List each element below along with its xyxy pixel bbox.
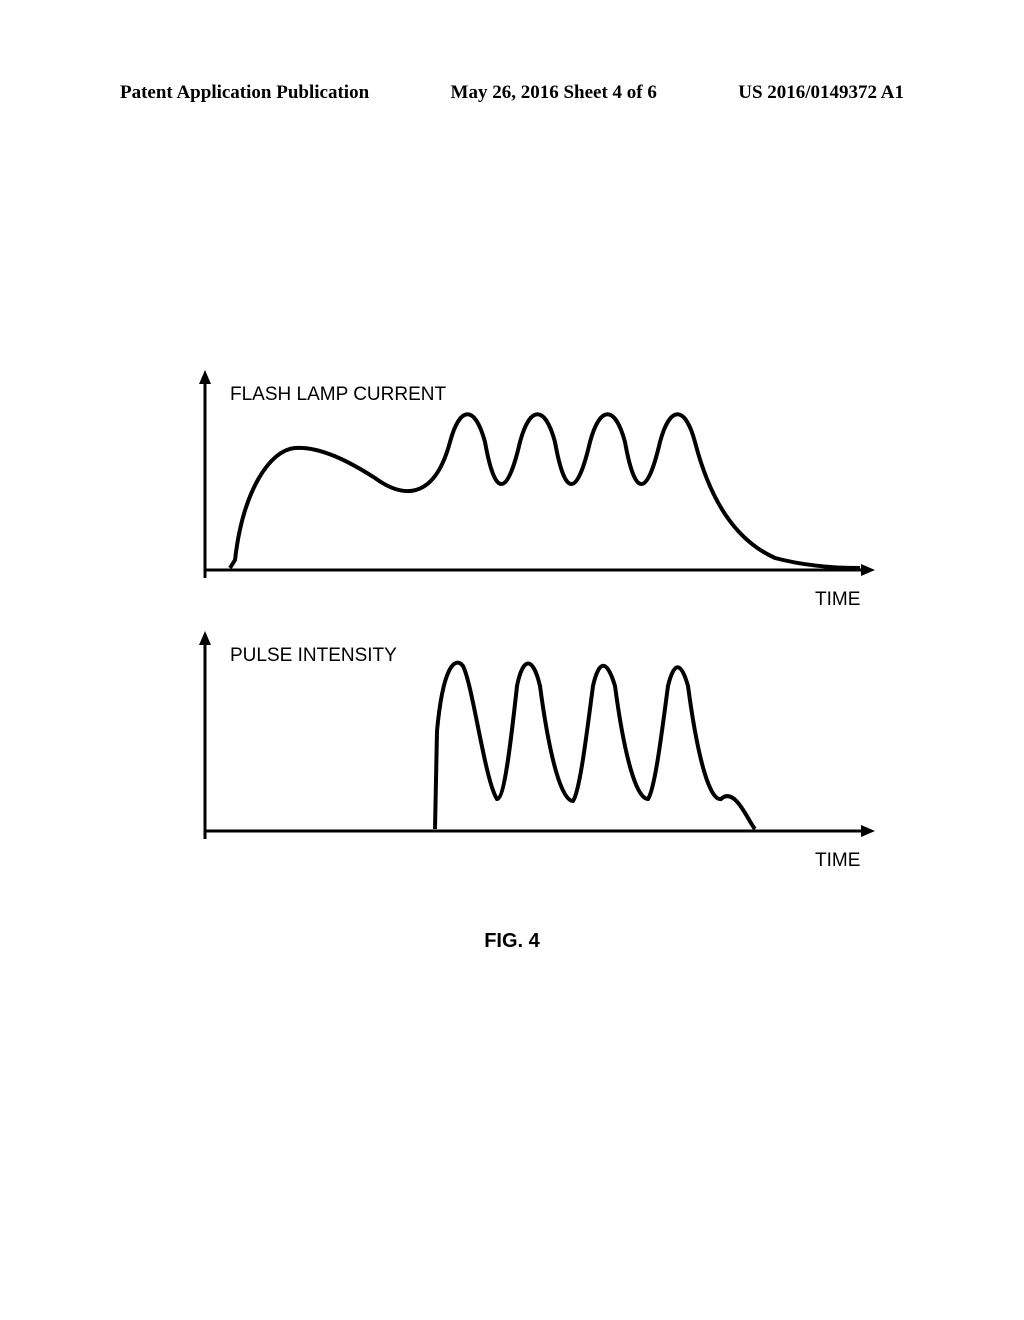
header-right: US 2016/0149372 A1 [738,82,904,104]
chart1-xlabel: TIME [815,589,860,610]
chart2-x-arrow [861,825,875,837]
chart1-y-arrow [199,370,211,384]
figure-caption: FIG. 4 [484,930,540,953]
chart2-y-arrow [199,631,211,645]
chart1-curve [230,414,860,568]
header-left: Patent Application Publication [120,82,369,104]
page-header: Patent Application Publication May 26, 2… [0,82,1024,104]
chart2-title: PULSE INTENSITY [230,645,397,666]
chart2-curve [435,663,755,829]
header-center: May 26, 2016 Sheet 4 of 6 [451,82,657,104]
chart1-x-arrow [861,564,875,576]
chart2-xlabel: TIME [815,850,860,871]
pulse-intensity-chart: PULSE INTENSITY TIME [175,631,895,886]
flash-lamp-current-chart: FLASH LAMP CURRENT TIME [175,370,895,625]
chart1-title: FLASH LAMP CURRENT [230,384,446,405]
chart2-svg: PULSE INTENSITY TIME [175,631,895,881]
chart1-svg: FLASH LAMP CURRENT TIME [175,370,895,620]
figure-area: FLASH LAMP CURRENT TIME PULSE INTENSITY … [175,370,895,892]
